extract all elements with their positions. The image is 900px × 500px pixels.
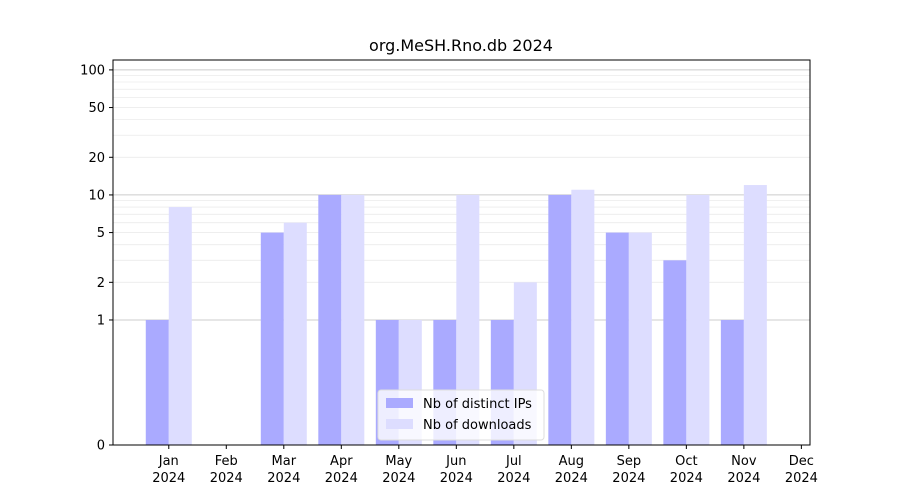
plot-frame [112, 59, 811, 446]
x-tick-label-month: May [385, 454, 412, 469]
bar-downloads [341, 194, 365, 445]
y-tick-label: 10 [88, 188, 105, 203]
x-tick-label-year: 2024 [612, 471, 645, 486]
y-tick-label: 100 [80, 63, 105, 78]
x-tick-label-year: 2024 [785, 471, 818, 486]
x-tick-label-year: 2024 [497, 471, 530, 486]
y-tick-label: 5 [97, 226, 105, 241]
y-tick-label: 20 [88, 151, 105, 166]
x-tick-label-month: Jun [445, 454, 466, 469]
bar-distinct-ips [260, 232, 284, 445]
x-tick-label-month: Feb [215, 454, 238, 469]
x-tick-label-year: 2024 [440, 471, 473, 486]
x-tick-label-year: 2024 [382, 471, 415, 486]
bar-downloads [168, 207, 192, 445]
bar-downloads [628, 232, 652, 445]
bar-distinct-ips [663, 260, 687, 445]
x-tick-label-month: Oct [675, 454, 697, 469]
axes: Jan2024Feb2024Mar2024Apr2024May2024Jun20… [80, 59, 818, 486]
x-tick-label-year: 2024 [555, 471, 588, 486]
x-tick-label-month: Mar [272, 454, 297, 469]
bar-downloads [743, 185, 767, 445]
legend: Nb of distinct IPs Nb of downloads [377, 389, 545, 441]
legend-label: Nb of distinct IPs [423, 397, 532, 412]
bar-downloads [283, 222, 307, 445]
y-tick-label: 1 [97, 313, 105, 328]
x-tick-label-year: 2024 [727, 471, 760, 486]
x-tick-label-year: 2024 [325, 471, 358, 486]
bar-distinct-ips [605, 232, 629, 445]
x-tick-label-month: Nov [731, 454, 757, 469]
x-tick-label-year: 2024 [267, 471, 300, 486]
x-tick-label-year: 2024 [210, 471, 243, 486]
x-tick-label-year: 2024 [670, 471, 703, 486]
chart-title: org.MeSH.Rno.db 2024 [369, 36, 553, 55]
x-tick-label-month: Jan [158, 454, 179, 469]
legend-swatch [386, 398, 413, 408]
bar-distinct-ips [548, 194, 572, 445]
bar-downloads [686, 194, 710, 445]
y-tick-label: 2 [97, 276, 105, 291]
bar-distinct-ips [145, 319, 169, 445]
x-tick-label-month: Aug [559, 454, 584, 469]
x-tick-label-month: Dec [789, 454, 814, 469]
x-tick-label-year: 2024 [152, 471, 185, 486]
x-tick-label-month: Sep [617, 454, 642, 469]
bar-distinct-ips [720, 319, 744, 445]
legend-swatch [386, 419, 413, 429]
bar-downloads [456, 194, 480, 445]
legend-label: Nb of downloads [423, 418, 532, 433]
legend-box [377, 389, 545, 441]
x-tick-label-month: Apr [330, 454, 353, 469]
bar-downloads [571, 189, 595, 445]
y-tick-label: 50 [88, 101, 105, 116]
x-tick-label-month: Jul [505, 454, 522, 469]
bar-distinct-ips [318, 194, 342, 445]
y-tick-label: 0 [97, 439, 105, 454]
